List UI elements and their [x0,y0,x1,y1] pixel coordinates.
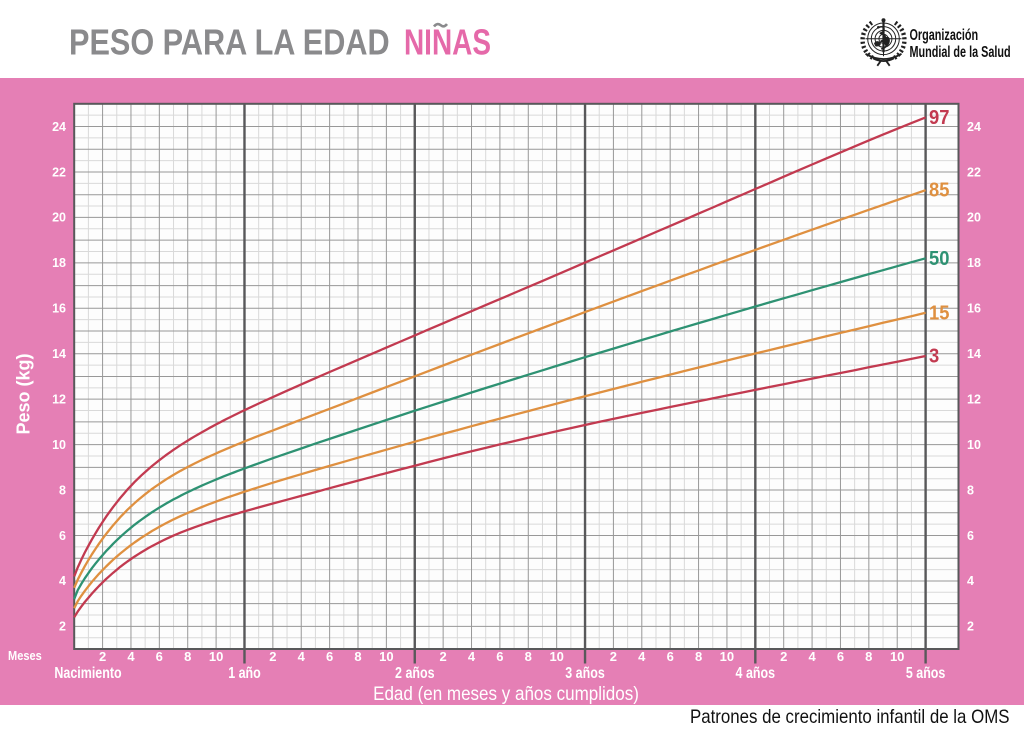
svg-text:8: 8 [525,649,532,664]
svg-text:85: 85 [929,180,950,202]
svg-text:4: 4 [298,649,306,664]
svg-text:4: 4 [638,649,646,664]
svg-text:8: 8 [967,483,974,497]
svg-text:8: 8 [184,649,191,664]
svg-text:4: 4 [808,649,816,664]
svg-text:2: 2 [439,649,446,664]
svg-text:20: 20 [52,211,66,225]
svg-text:6: 6 [496,649,503,664]
svg-text:16: 16 [52,302,66,316]
svg-text:22: 22 [967,165,981,179]
svg-text:18: 18 [52,256,66,270]
svg-text:24: 24 [52,120,66,134]
svg-text:8: 8 [59,483,66,497]
svg-text:1 año: 1 año [228,665,261,683]
svg-text:97: 97 [929,107,949,129]
svg-text:10: 10 [52,438,66,452]
svg-text:12: 12 [52,393,66,407]
svg-text:Nacimiento: Nacimiento [54,665,121,683]
svg-text:14: 14 [52,347,66,361]
svg-text:2: 2 [967,620,974,634]
svg-text:6: 6 [837,649,844,664]
svg-text:12: 12 [967,393,981,407]
svg-text:Organización: Organización [910,26,979,43]
svg-text:2: 2 [780,649,787,664]
svg-text:6: 6 [667,649,674,664]
svg-text:2: 2 [610,649,617,664]
svg-text:Peso (kg): Peso (kg) [14,353,34,434]
svg-text:4: 4 [59,574,66,588]
svg-text:6: 6 [967,529,974,543]
svg-text:10: 10 [890,649,904,664]
svg-text:Meses: Meses [8,648,42,663]
svg-text:2: 2 [59,620,66,634]
svg-text:8: 8 [865,649,872,664]
svg-text:16: 16 [967,302,981,316]
svg-text:20: 20 [967,211,981,225]
svg-text:10: 10 [549,649,563,664]
svg-text:8: 8 [354,649,361,664]
svg-text:15: 15 [929,303,950,325]
svg-text:2 años: 2 años [395,665,435,683]
svg-text:3 años: 3 años [565,665,605,683]
svg-text:10: 10 [720,649,734,664]
svg-text:5 años: 5 años [906,665,946,683]
svg-text:8: 8 [695,649,702,664]
svg-text:50: 50 [929,248,949,270]
svg-text:6: 6 [156,649,163,664]
svg-text:NINAS: NINAS [404,22,491,62]
svg-text:24: 24 [967,120,981,134]
svg-text:6: 6 [59,529,66,543]
svg-text:3: 3 [929,346,939,368]
svg-text:18: 18 [967,256,981,270]
svg-text:22: 22 [52,165,66,179]
svg-text:14: 14 [967,347,981,361]
svg-text:Patrones de crecimiento infant: Patrones de crecimiento infantil de la O… [690,706,1010,727]
svg-text:4: 4 [127,649,135,664]
svg-text:10: 10 [379,649,393,664]
svg-text:2: 2 [99,649,106,664]
svg-text:2: 2 [269,649,276,664]
svg-text:10: 10 [209,649,223,664]
svg-text:PESO PARA LA EDAD: PESO PARA LA EDAD [69,22,390,63]
svg-text:Edad (en meses y años cumplido: Edad (en meses y años cumplidos) [373,682,639,704]
svg-text:4 años: 4 años [736,665,776,683]
svg-text:4: 4 [468,649,476,664]
svg-text:6: 6 [326,649,333,664]
svg-text:Mundial de la Salud: Mundial de la Salud [910,43,1011,60]
svg-text:10: 10 [967,438,981,452]
svg-text:4: 4 [967,574,974,588]
